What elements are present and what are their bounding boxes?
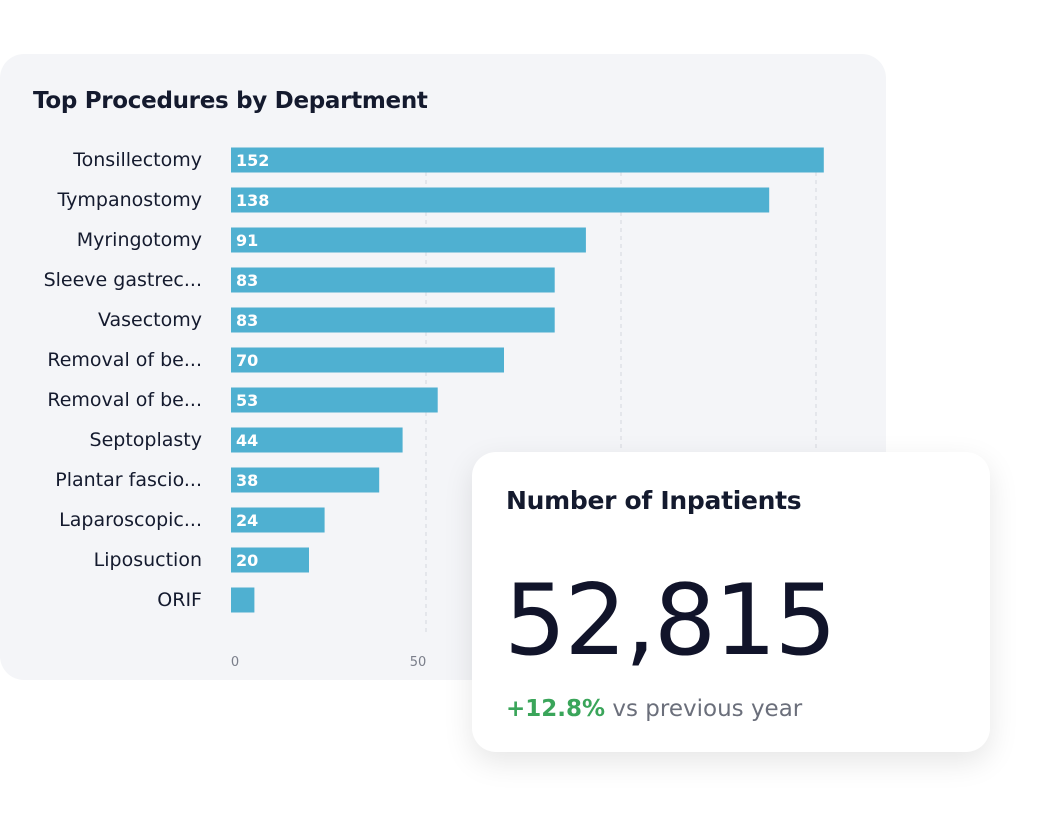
data-label: 44 (236, 431, 258, 450)
chart-title: Top Procedures by Department (33, 88, 428, 114)
bar (231, 307, 555, 333)
bar (231, 427, 403, 453)
bar (231, 227, 586, 253)
x-tick-label: 0 (231, 655, 239, 670)
bar (231, 387, 438, 413)
category-label: Liposuction (94, 549, 202, 571)
category-label: Vasectomy (98, 309, 202, 331)
bar (231, 507, 325, 533)
kpi-delta-suffix: vs previous year (605, 696, 803, 722)
category-label: Removal of be... (47, 389, 202, 411)
category-label: Sleeve gastrec... (44, 269, 202, 291)
data-label: 152 (236, 151, 269, 170)
bar (231, 147, 824, 173)
data-label: 38 (236, 471, 258, 490)
data-label: 20 (236, 551, 258, 570)
data-label: 53 (236, 391, 258, 410)
x-tick-label: 50 (410, 655, 427, 670)
data-label: 24 (236, 511, 258, 530)
category-label: Removal of be... (47, 349, 202, 371)
category-label: Myringotomy (77, 229, 202, 251)
bar (231, 547, 309, 573)
data-label: 70 (236, 351, 258, 370)
category-label: Tonsillectomy (72, 149, 202, 171)
kpi-value: 52,815 (504, 564, 837, 678)
category-label: Septoplasty (90, 429, 202, 451)
bar (231, 347, 504, 373)
kpi-card: Number of Inpatients 52,815 +12.8% vs pr… (472, 452, 990, 752)
bar (231, 467, 380, 493)
data-label: 91 (236, 231, 258, 250)
data-label: 83 (236, 311, 258, 330)
chart-card: Top Procedures by Department Tonsillecto… (0, 54, 886, 680)
data-label: 83 (236, 271, 258, 290)
category-label: Plantar fascio... (55, 469, 202, 491)
category-label: Tympanostomy (57, 189, 203, 211)
kpi-title: Number of Inpatients (506, 486, 802, 515)
bar-chart: Tonsillectomy 152 Tympanostomy 138 Myringoto… (44, 147, 824, 670)
kpi-comparison: +12.8% vs previous year (506, 696, 802, 722)
data-label: 138 (236, 191, 269, 210)
bar (231, 267, 555, 293)
category-label: Laparoscopic... (59, 509, 202, 531)
kpi-delta: +12.8% (506, 696, 606, 722)
bar (231, 187, 770, 213)
bar (231, 587, 255, 613)
category-label: ORIF (157, 589, 202, 611)
